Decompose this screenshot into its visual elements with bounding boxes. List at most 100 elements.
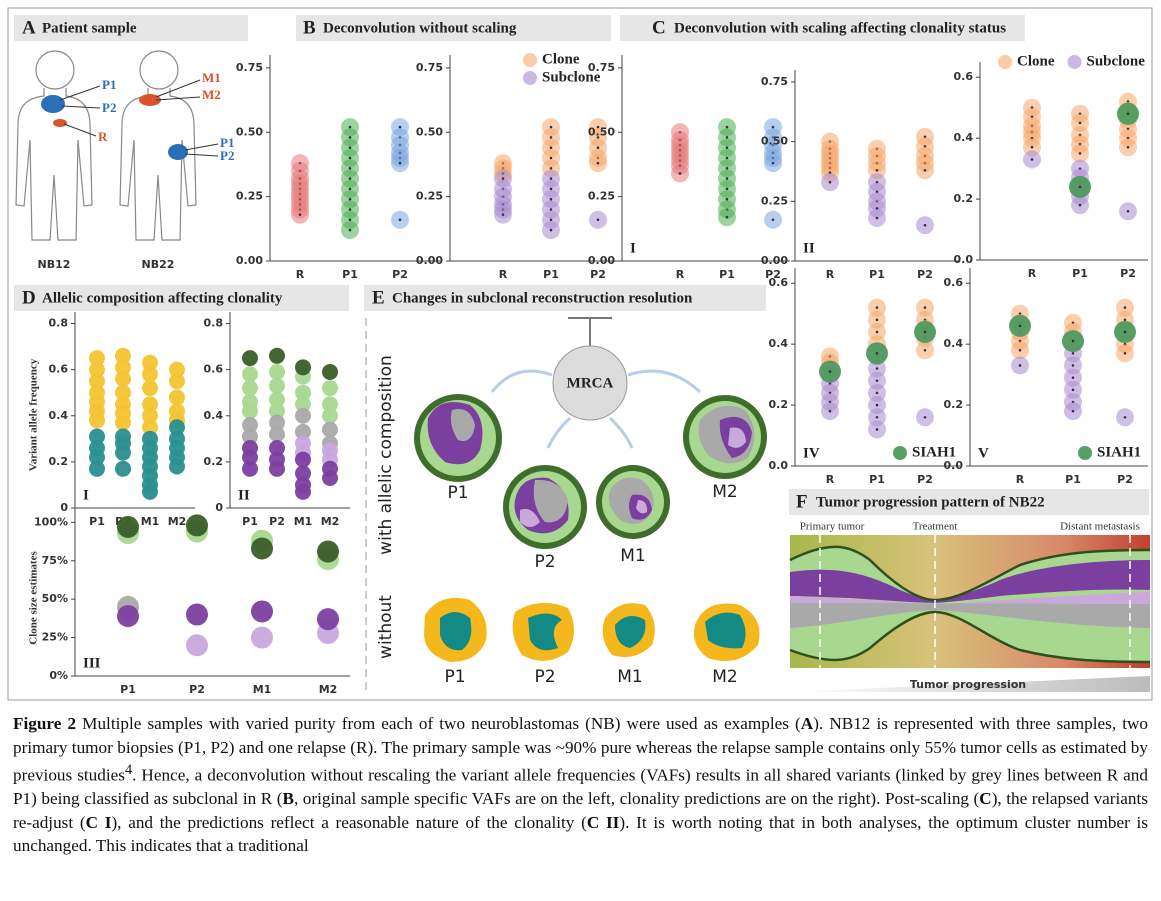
x-tick-label: R bbox=[676, 268, 685, 281]
sample-label: P2 bbox=[534, 552, 555, 572]
y-tick-label: 0.25 bbox=[236, 190, 263, 203]
data-point bbox=[269, 426, 285, 442]
x-tick-label: P1 bbox=[89, 515, 105, 528]
point-center bbox=[349, 157, 352, 160]
clone-diagrams-simple bbox=[424, 598, 760, 662]
point-center bbox=[772, 219, 775, 222]
x-tick-label: P1 bbox=[1065, 473, 1081, 486]
x-tick-label: P1 bbox=[342, 268, 358, 281]
data-point bbox=[269, 378, 285, 394]
panel-title: Changes in subclonal reconstruction reso… bbox=[392, 290, 693, 306]
point-center bbox=[876, 331, 879, 334]
point-center bbox=[829, 370, 832, 373]
sample-label: P2 bbox=[534, 667, 555, 687]
point-center bbox=[679, 172, 682, 175]
legend-label: Clone bbox=[542, 51, 580, 67]
y-tick-label: 0.50 bbox=[588, 125, 615, 138]
point-center bbox=[876, 306, 879, 309]
panel-title: Tumor progression pattern of NB22 bbox=[816, 494, 1045, 510]
point-center bbox=[550, 188, 553, 191]
point-center bbox=[1072, 376, 1075, 379]
point-center bbox=[597, 146, 600, 149]
data-point bbox=[295, 484, 311, 500]
point-center bbox=[726, 198, 729, 201]
data-point bbox=[169, 389, 185, 405]
y-tick-label: 0.6 bbox=[49, 363, 69, 376]
panel-letter: B bbox=[303, 17, 316, 38]
point-center bbox=[1124, 331, 1127, 334]
data-point bbox=[169, 373, 185, 389]
plot: 0.000.250.500.75RP1P2 bbox=[236, 55, 440, 281]
x-tick-label: P1 bbox=[869, 473, 885, 486]
data-point bbox=[322, 470, 338, 486]
point-center bbox=[924, 349, 927, 352]
point-center bbox=[924, 169, 927, 172]
point-center bbox=[876, 416, 879, 419]
data-point bbox=[115, 445, 131, 461]
point-center bbox=[349, 146, 352, 149]
panel-title: Allelic composition affecting clonality bbox=[42, 290, 283, 306]
point-center bbox=[876, 428, 879, 431]
y-tick-label: 0.50 bbox=[761, 135, 788, 148]
y-tick-label: 0.00 bbox=[236, 254, 263, 267]
data-point bbox=[89, 461, 105, 477]
point-center bbox=[399, 126, 402, 129]
panel-letter: C bbox=[652, 17, 666, 38]
point-center bbox=[349, 229, 352, 232]
point-center bbox=[829, 410, 832, 413]
panel-letter: E bbox=[372, 287, 385, 308]
point-center bbox=[1072, 340, 1075, 343]
panel-title: Deconvolution with scaling affecting clo… bbox=[674, 20, 1006, 36]
y-tick-label: 0.2 bbox=[954, 192, 974, 205]
point-center bbox=[349, 188, 352, 191]
y-tick-label: 0.75 bbox=[588, 61, 615, 74]
y-tick-label: 100% bbox=[34, 515, 68, 528]
point-center bbox=[726, 126, 729, 129]
point-center bbox=[550, 157, 553, 160]
point-center bbox=[876, 318, 879, 321]
legend-swatch bbox=[893, 446, 907, 460]
point-center bbox=[1127, 210, 1130, 213]
tumor bbox=[168, 144, 188, 160]
panel-letter: A bbox=[22, 17, 36, 38]
x-tick-label: P2 bbox=[917, 473, 933, 486]
legend-swatch bbox=[523, 71, 537, 85]
point-center bbox=[1031, 146, 1034, 149]
site-label: P2 bbox=[102, 100, 116, 115]
x-tick-label: R bbox=[1028, 267, 1037, 280]
x-tick-label: M2 bbox=[168, 515, 187, 528]
panel-label: II bbox=[803, 240, 815, 256]
caption-run: Multiple samples with varied purity from… bbox=[76, 714, 801, 733]
point-center bbox=[924, 416, 927, 419]
stage-label: Primary tumor bbox=[800, 521, 865, 533]
x-tick-label: M2 bbox=[319, 683, 338, 696]
y-tick-label: 0.2 bbox=[49, 455, 69, 468]
y-tick-label: 0.00 bbox=[416, 254, 443, 267]
point-center bbox=[924, 224, 927, 227]
sample-label: M1 bbox=[617, 667, 642, 687]
x-tick-label: R bbox=[499, 268, 508, 281]
site-label: R bbox=[98, 129, 108, 144]
point-center bbox=[597, 162, 600, 165]
panel-title: Patient sample bbox=[42, 20, 137, 36]
panel-label: IV bbox=[803, 445, 820, 461]
point-center bbox=[550, 208, 553, 211]
site-label: P2 bbox=[220, 148, 234, 163]
plot: 00.20.40.60.8P1P2M1M2I bbox=[49, 312, 196, 528]
progression-axis: Tumor progression bbox=[910, 678, 1026, 691]
data-point bbox=[242, 380, 258, 396]
y-tick-label: 0.25 bbox=[761, 194, 788, 207]
panel-label: V bbox=[978, 445, 989, 461]
y-tick-label: 0.8 bbox=[204, 317, 224, 330]
point-center bbox=[876, 392, 879, 395]
data-point bbox=[295, 408, 311, 424]
y-tick-label: 0.0 bbox=[944, 459, 964, 472]
point-center bbox=[550, 219, 553, 222]
data-point bbox=[117, 516, 139, 538]
point-center bbox=[1079, 152, 1082, 155]
caption-run: A bbox=[801, 714, 813, 733]
point-center bbox=[876, 169, 879, 172]
point-center bbox=[1127, 112, 1130, 115]
x-tick-label: P1 bbox=[120, 683, 136, 696]
y-tick-label: 0.4 bbox=[49, 409, 69, 422]
